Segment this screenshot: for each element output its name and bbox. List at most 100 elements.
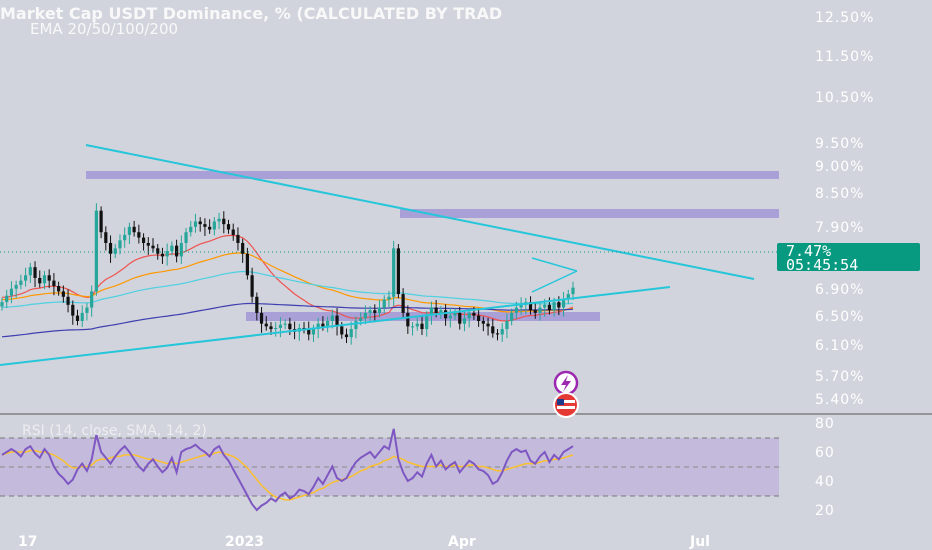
candle-body <box>401 294 405 313</box>
candle-body <box>264 323 268 327</box>
candle-body <box>184 232 188 243</box>
y-tick-label: 7.90% <box>815 220 864 236</box>
candle-body <box>127 226 132 235</box>
candle-body <box>326 320 330 327</box>
y-tick-label: 11.50% <box>815 49 874 65</box>
candle-body <box>538 307 542 313</box>
candle-body <box>33 267 37 278</box>
candle-body <box>231 229 235 235</box>
candle-body <box>99 210 103 233</box>
candle-body <box>439 310 443 313</box>
candle-body <box>108 242 113 254</box>
y-tick-label: 12.50% <box>815 10 874 26</box>
candle-body <box>330 315 334 321</box>
price-badge: 7.47% 05:45:54 <box>777 242 920 274</box>
candle-body <box>510 312 514 321</box>
candle-body <box>557 302 561 308</box>
candle-body <box>420 323 424 330</box>
candle-body <box>113 248 117 254</box>
pennant-bottom-line <box>531 270 578 293</box>
candle-body <box>373 310 377 313</box>
candle-body <box>443 310 448 319</box>
rsi-y-tick-label: 20 <box>815 503 835 519</box>
candle-body <box>156 248 160 254</box>
candle-body <box>132 226 136 233</box>
candle-body <box>486 323 490 327</box>
candle-body <box>23 275 28 281</box>
candle-body <box>141 237 146 243</box>
candle-body <box>392 248 396 297</box>
candle-body <box>344 334 349 338</box>
candle-body <box>236 234 240 243</box>
rsi-title: RSI (14, close, SMA, 14, 2) <box>22 423 207 439</box>
candle-body <box>505 320 509 330</box>
candle-body <box>0 302 4 307</box>
candle-body <box>340 326 344 335</box>
y-tick-label: 6.90% <box>815 282 864 298</box>
candle-body <box>425 315 429 330</box>
descending-trendline <box>85 144 755 280</box>
price-badge-bg <box>777 243 920 271</box>
rsi-line <box>1 428 574 512</box>
candle-body <box>85 307 89 313</box>
y-tick-label: 8.50% <box>815 186 864 202</box>
ema-100-line <box>1 270 574 308</box>
candle-body <box>9 288 14 296</box>
candle-body <box>250 275 254 297</box>
candle-body <box>458 312 462 324</box>
candle-body <box>175 245 179 257</box>
candle-body <box>274 327 278 330</box>
candle-body <box>382 299 386 308</box>
candle-body <box>14 284 18 289</box>
candle-body <box>146 242 150 246</box>
candle-body <box>28 267 32 276</box>
rsi-ma-line <box>1 449 574 501</box>
candle-body <box>283 323 287 325</box>
candle-body <box>38 277 42 284</box>
candle-body <box>66 296 70 305</box>
candle-body <box>396 248 400 295</box>
rsi-y-tick-label: 80 <box>815 416 835 432</box>
price-badge-countdown: 05:45:54 <box>786 256 858 274</box>
candle-body <box>415 323 419 327</box>
y-tick-label: 9.00% <box>815 159 864 175</box>
lightning-icon[interactable] <box>553 370 579 396</box>
candle-body <box>335 315 339 327</box>
candle-body <box>316 323 320 330</box>
candle-body <box>495 333 500 335</box>
candle-body <box>19 280 23 285</box>
candle-body <box>519 304 523 308</box>
candle-body <box>500 329 504 335</box>
us-flag-icon[interactable] <box>553 392 579 418</box>
candle-body <box>406 312 410 327</box>
candle-body <box>137 232 141 238</box>
candle-body <box>217 218 221 222</box>
resistance-zone-lower <box>400 209 779 218</box>
candle-body <box>434 307 438 313</box>
candle-body <box>566 294 570 300</box>
candle-body <box>354 320 358 330</box>
candle-body <box>151 245 155 249</box>
y-tick-label: 5.70% <box>815 369 864 385</box>
candle-body <box>61 291 65 297</box>
candle-body <box>269 326 273 330</box>
candle-body <box>514 307 518 313</box>
candle-body <box>52 280 56 287</box>
candle-body <box>203 224 207 227</box>
candle-body <box>118 240 122 249</box>
y-tick-label: 5.40% <box>815 392 864 408</box>
candle-body <box>467 312 471 319</box>
chart-title: Market Cap USDT Dominance, % (CALCULATED… <box>0 4 502 23</box>
candle-body <box>80 312 84 321</box>
candle-body <box>311 329 316 335</box>
candle-body <box>259 312 264 324</box>
candle-body <box>561 299 566 308</box>
candle-body <box>387 296 391 300</box>
price-badge-value: 7.47% <box>786 242 831 260</box>
candle-body <box>57 286 61 292</box>
candle-body <box>410 326 415 328</box>
candle-body <box>255 296 259 313</box>
candle-body <box>189 226 193 233</box>
